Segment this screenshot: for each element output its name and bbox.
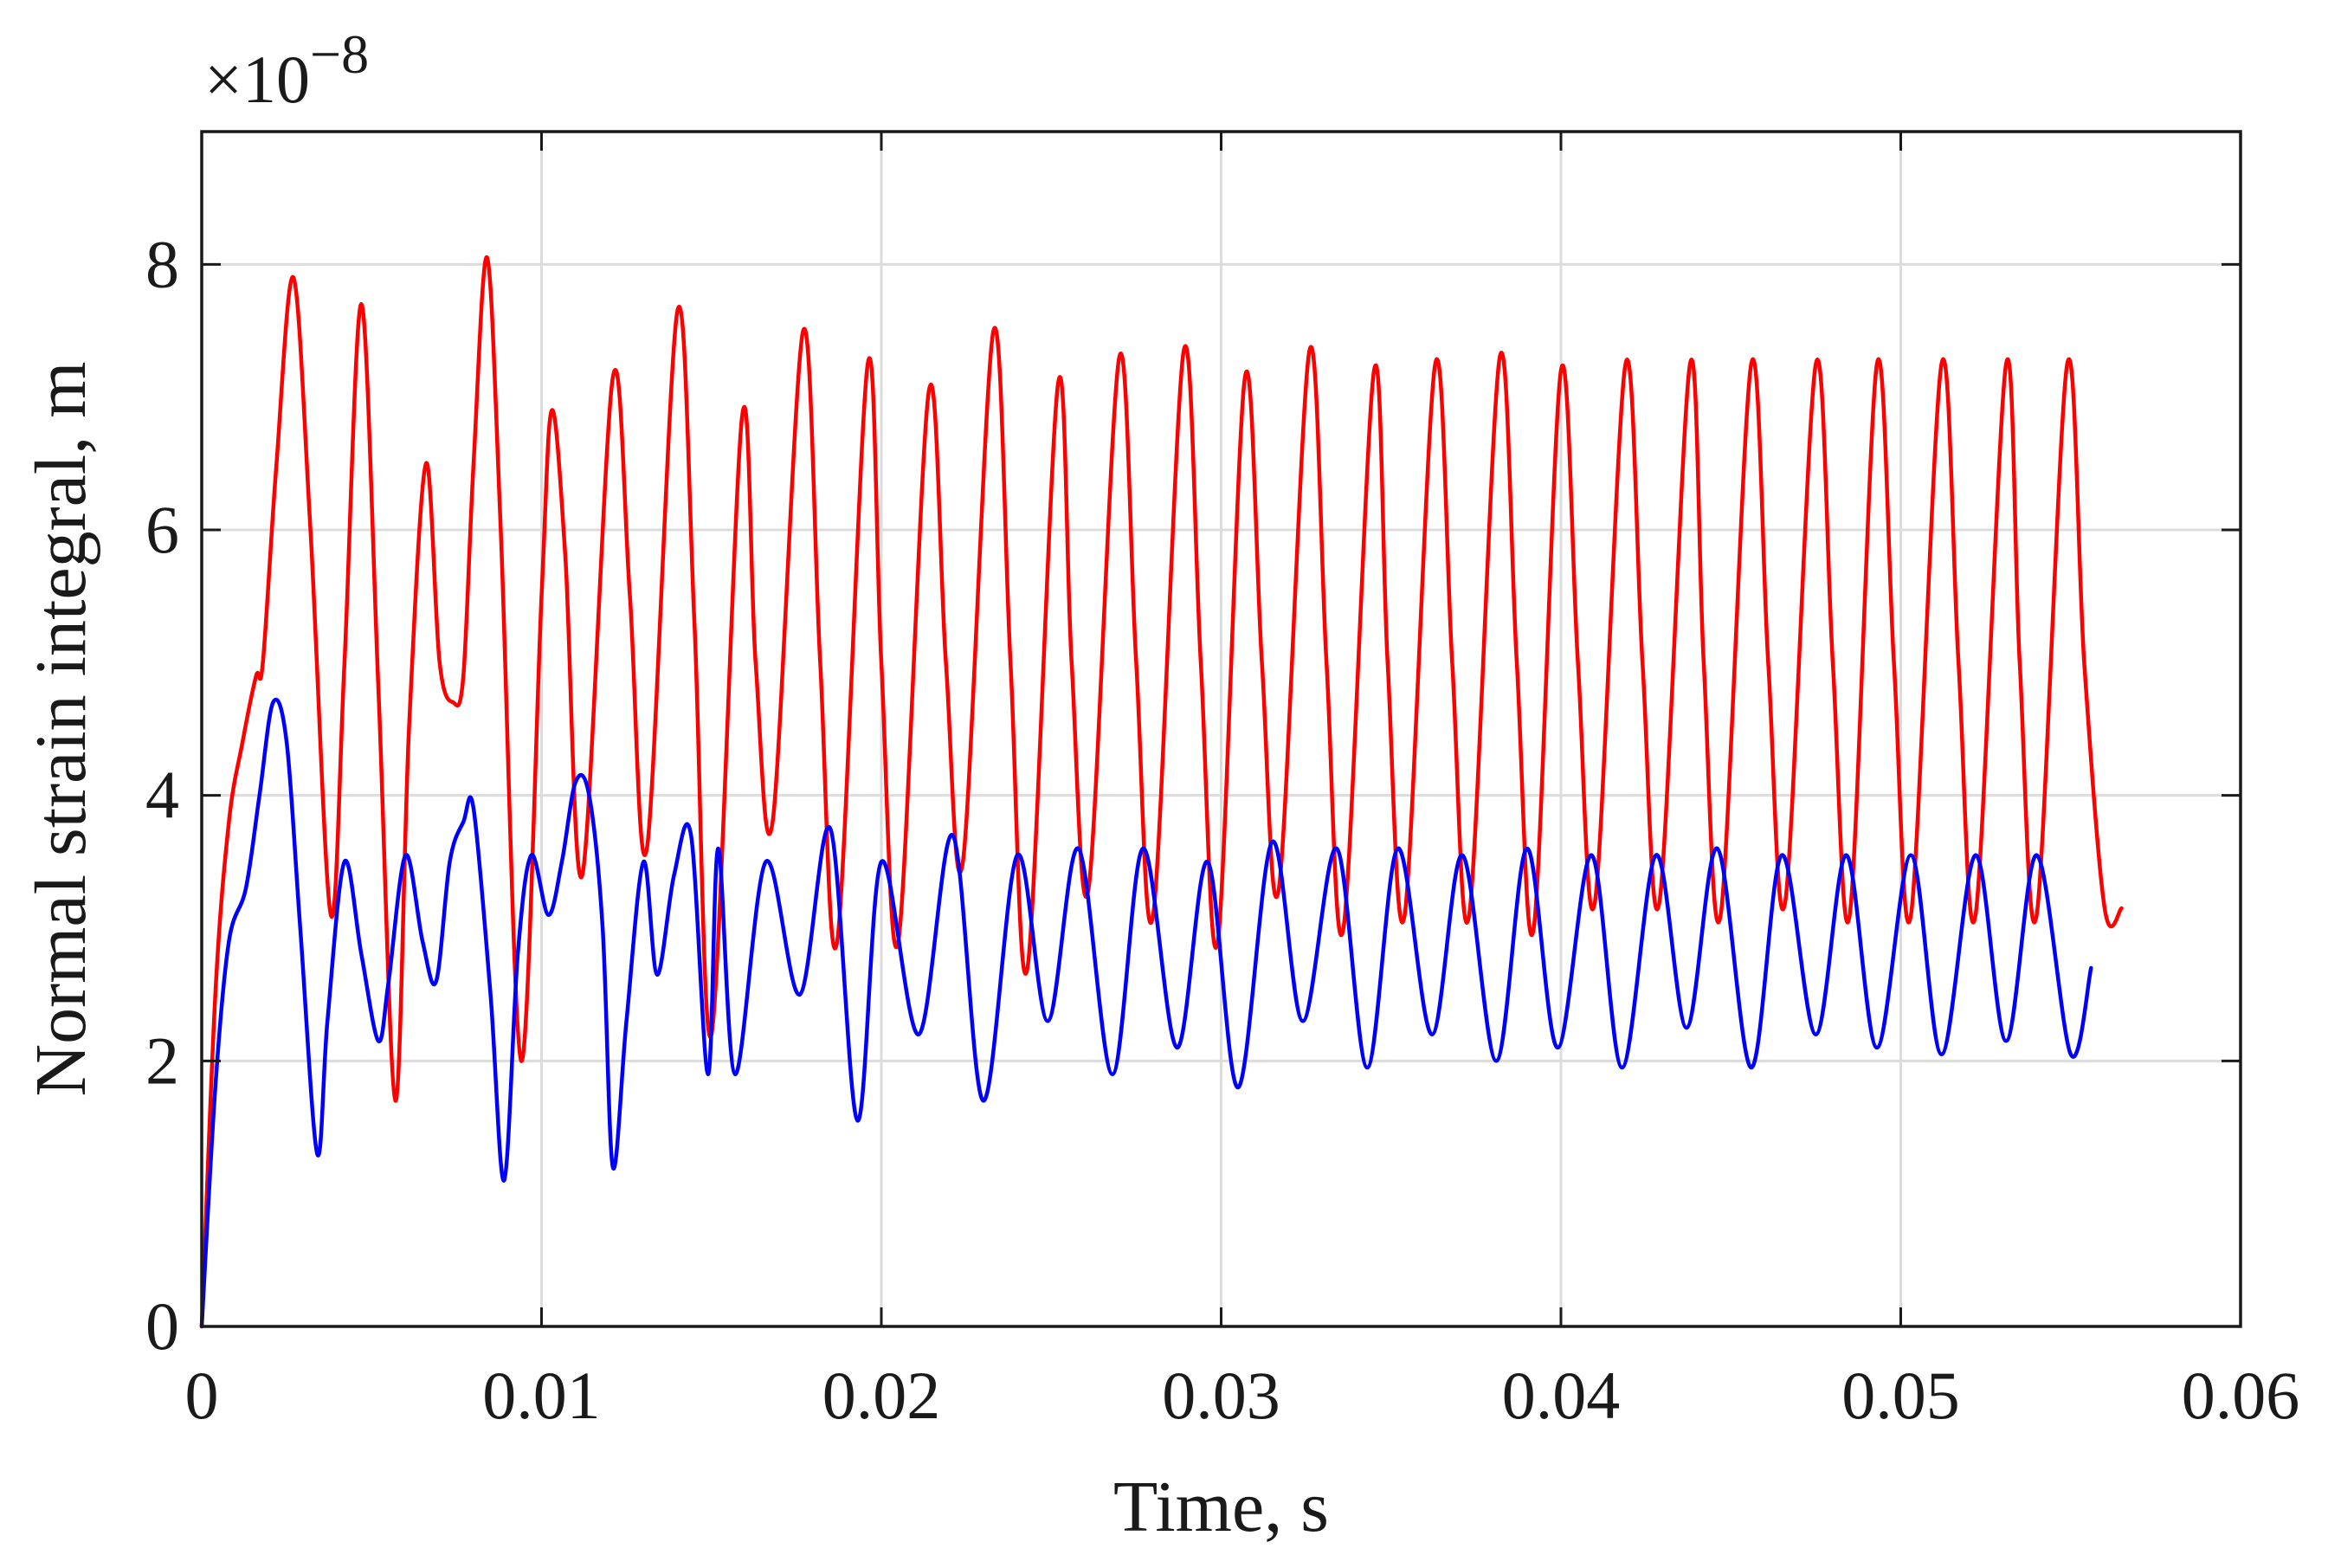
x-tick-label: 0.05: [1841, 1358, 1960, 1433]
exponent-base: ×10: [204, 42, 310, 117]
series-line-red: [199, 255, 2124, 1329]
x-tick-label: 0: [185, 1358, 219, 1433]
y-tick-label: 6: [145, 492, 179, 567]
y-axis-title: Normal strain integral, m: [21, 361, 101, 1096]
grid: [202, 132, 2241, 1326]
tick-labels: 0 0.01 0.02 0.03 0.04 0.05 0.06 0 2 4 6 8: [145, 226, 2299, 1433]
x-axis-title: Time, s: [1113, 1467, 1329, 1547]
exponent-power: −8: [310, 23, 369, 85]
y-tick-label: 2: [145, 1023, 179, 1098]
x-tick-label: 0.06: [2182, 1358, 2300, 1433]
y-tick-label: 4: [145, 758, 179, 833]
series-line-blue: [199, 697, 2093, 1329]
x-tick-label: 0.04: [1502, 1358, 1621, 1433]
y-tick-label: 0: [145, 1288, 179, 1364]
x-tick-label: 0.01: [482, 1358, 601, 1433]
x-tick-label: 0.03: [1162, 1358, 1280, 1433]
x-tick-label: 0.02: [822, 1358, 941, 1433]
y-axis-exponent: ×10−8: [204, 23, 369, 117]
y-tick-label: 8: [145, 226, 179, 301]
plot-lines: [199, 255, 2124, 1329]
axis-ticks: [200, 132, 2242, 1328]
